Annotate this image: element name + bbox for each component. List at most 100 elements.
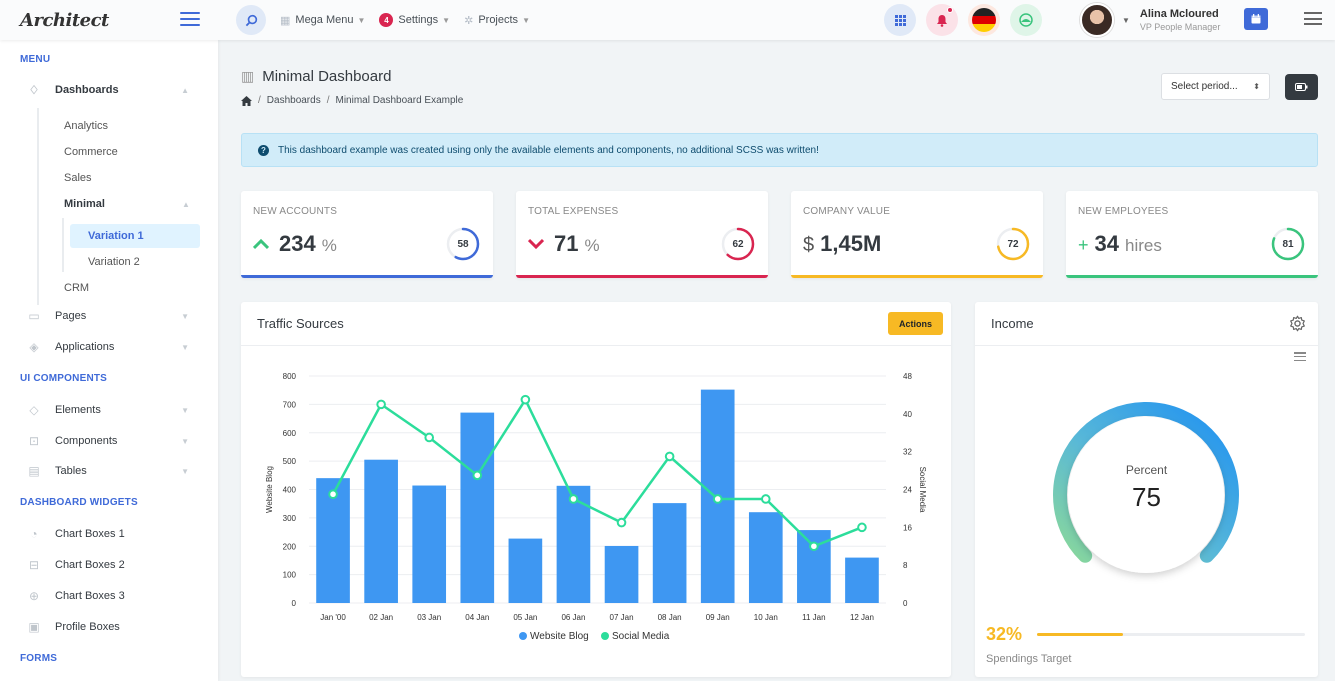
ring-progress <box>446 227 480 261</box>
stat-progress-ring: 72 <box>995 226 1031 262</box>
calendar-button[interactable] <box>1244 8 1268 30</box>
y2-tick-label: 40 <box>903 410 912 419</box>
chevron-down-icon: ▼ <box>357 15 366 25</box>
sidebar-item-chart-boxes-1[interactable]: ◔ Chart Boxes 1 <box>25 523 195 545</box>
sidebar-sub-minimal[interactable]: Minimal <box>64 198 105 210</box>
x-tick-label: 02 Jan <box>369 613 393 622</box>
legend-label-website-blog: Website Blog <box>530 631 589 642</box>
activity-button[interactable] <box>1010 4 1042 36</box>
sidebar-item-elements[interactable]: ◇ Elements ▼ <box>25 399 195 421</box>
calendar-icon <box>1251 14 1261 24</box>
sidebar-item-label: Pages <box>55 310 87 322</box>
chevron-up-icon: ▲ <box>181 85 189 95</box>
y2-tick-label: 8 <box>903 561 908 570</box>
sidebar-item-profile-boxes[interactable]: ▣ Profile Boxes <box>25 616 195 638</box>
sidebar-item-chart-boxes-3[interactable]: ⊕ Chart Boxes 3 <box>25 585 195 607</box>
ring-progress <box>721 227 755 261</box>
chart-menu-icon[interactable] <box>1294 352 1306 361</box>
spendings-progress-track <box>1037 633 1305 636</box>
notification-dot <box>947 7 953 13</box>
notifications-button[interactable] <box>926 4 958 36</box>
sidebar-item-label: Dashboards <box>55 84 119 96</box>
question-circle-icon: ? <box>258 144 269 156</box>
period-select[interactable]: Select period... ⬍ <box>1161 73 1270 100</box>
stat-accent-bar <box>791 275 1043 278</box>
traffic-chart: 0 100 200 300 400 500 600 700 800 0 8 16 24 32 40 48 Web… <box>265 372 927 642</box>
spendings-label: Spendings Target <box>986 653 1072 665</box>
language-button[interactable] <box>968 4 1000 36</box>
y-tick-label: 200 <box>283 542 297 551</box>
sidebar-heading-menu: MENU <box>20 54 51 65</box>
sidebar-sub-variation-1[interactable]: Variation 1 <box>70 224 200 248</box>
sidebar-sub-commerce[interactable]: Commerce <box>64 146 118 158</box>
toggle-button[interactable] <box>1285 74 1318 100</box>
sidebar-sub-crm[interactable]: CRM <box>64 282 90 294</box>
breadcrumb-dashboards[interactable]: Dashboards <box>266 95 321 106</box>
browser-icon: ▭ <box>28 309 40 323</box>
ring-progress <box>1271 227 1305 261</box>
x-tick-label: 11 Jan <box>802 613 825 622</box>
user-menu[interactable]: ▼ Alina Mcloured VP People Manager <box>1080 3 1220 37</box>
sidebar-item-pages[interactable]: ▭ Pages ▼ <box>25 305 195 327</box>
y-tick-label: 0 <box>292 599 297 608</box>
stat-value: 234 % <box>253 231 337 257</box>
stat-label: TOTAL EXPENSES <box>528 206 619 217</box>
rocket-icon: ♢ <box>28 83 40 97</box>
mega-menu-label: Mega Menu <box>295 14 354 26</box>
home-icon[interactable] <box>241 95 252 106</box>
point-social-media <box>712 494 723 504</box>
sidebar-item-components[interactable]: ⊡ Components ▼ <box>25 430 195 452</box>
sidebar-item-tables[interactable]: ▤ Tables ▼ <box>25 460 195 482</box>
point-social-media <box>424 432 435 443</box>
gear-icon[interactable] <box>1289 315 1306 332</box>
spendings-percent: 32% <box>986 624 1023 644</box>
diamond-icon: ◇ <box>29 403 39 417</box>
page-title: ▥ Minimal Dashboard <box>241 68 391 85</box>
apps-button[interactable] <box>884 4 916 36</box>
y-tick-label: 100 <box>283 571 297 580</box>
sidebar-item-applications[interactable]: ◈ Applications ▼ <box>25 336 195 358</box>
y2-tick-label: 24 <box>903 486 912 495</box>
x-tick-label: 06 Jan <box>561 613 585 622</box>
gauge-value: 75 <box>1132 482 1161 512</box>
car-icon: ⊡ <box>28 434 40 448</box>
stat-accent-bar <box>1066 275 1318 278</box>
sidebar-item-chart-boxes-2[interactable]: ⊟ Chart Boxes 2 <box>25 554 195 576</box>
settings-badge: 4 <box>379 13 394 27</box>
sidebar-sub-variation-2[interactable]: Variation 2 <box>88 256 140 268</box>
chevron-down-icon: ▼ <box>181 311 189 321</box>
alert-text: This dashboard example was created using… <box>278 144 819 156</box>
point-social-media <box>760 494 771 504</box>
line-social-media <box>331 397 863 548</box>
building-icon: ▥ <box>241 68 255 84</box>
x-tick-label: Jan '00 <box>320 613 346 622</box>
signpost-icon: ⊟ <box>28 558 40 572</box>
bar-website-blog <box>652 503 687 603</box>
options-menu-icon[interactable] <box>1304 12 1322 25</box>
page-title-text: Minimal Dashboard <box>262 68 392 85</box>
point-social-media <box>472 470 483 481</box>
sidebar-subtree-line <box>62 218 64 272</box>
info-alert: ? This dashboard example was created usi… <box>241 133 1318 167</box>
sidebar-item-label: Profile Boxes <box>55 621 120 633</box>
breadcrumb-current: Minimal Dashboard Example <box>335 95 464 106</box>
actions-button[interactable]: Actions <box>888 312 943 335</box>
chevron-down-icon: ▼ <box>181 466 189 476</box>
point-social-media <box>520 394 531 405</box>
sidebar-item-dashboards[interactable]: ♢ Dashboards ▲ <box>25 79 195 101</box>
top-header: Architect ▦ Mega Menu ▼ 4 Settings ▼ ✲ P… <box>0 0 1335 40</box>
sidebar-toggle-icon[interactable] <box>180 12 200 26</box>
stat-number: 71 <box>554 231 579 256</box>
period-select-value: Select period... <box>1171 81 1238 92</box>
cog-icon: ✲ <box>464 14 474 27</box>
projects-link[interactable]: ✲ Projects ▼ <box>464 14 530 27</box>
gauge-inner-circle <box>1068 417 1224 573</box>
breadcrumb: / Dashboards / Minimal Dashboard Example <box>241 95 463 106</box>
bar-website-blog <box>460 412 495 603</box>
sidebar-sub-analytics[interactable]: Analytics <box>64 120 109 132</box>
sidebar-sub-sales[interactable]: Sales <box>64 172 92 184</box>
settings-link[interactable]: 4 Settings ▼ <box>379 13 450 27</box>
mega-menu-link[interactable]: ▦ Mega Menu ▼ <box>280 14 365 27</box>
search-button[interactable] <box>236 5 266 35</box>
income-gauge <box>1053 402 1239 573</box>
